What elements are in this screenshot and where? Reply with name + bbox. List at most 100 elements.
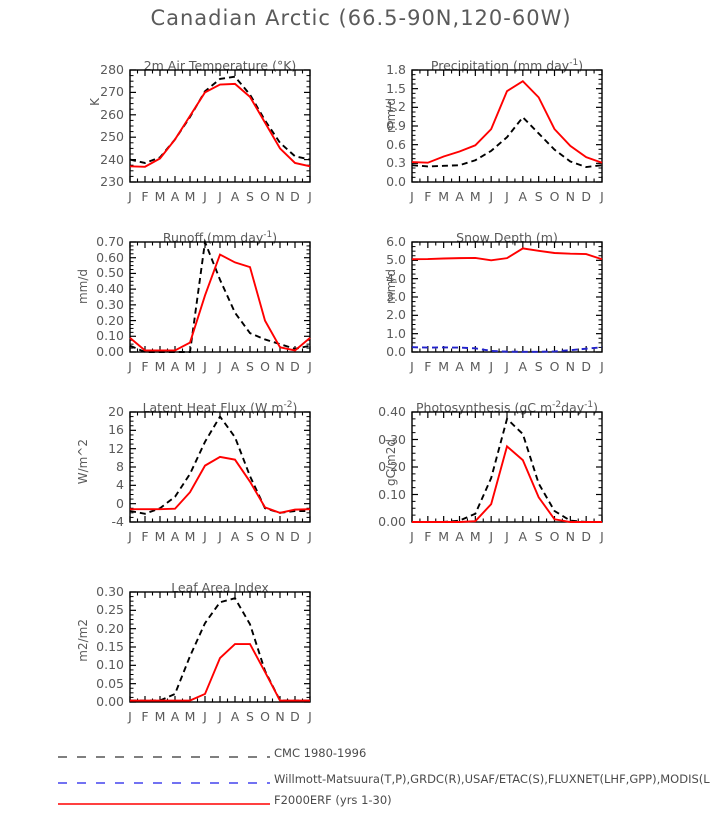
x-tick-label: M (184, 189, 196, 204)
x-tick-label: J (410, 529, 414, 544)
x-tick-label: N (565, 529, 575, 544)
y-tick-label: 8 (116, 459, 124, 474)
x-tick-label: N (275, 709, 285, 724)
x-tick-label: A (518, 189, 528, 204)
x-tick-label: S (534, 359, 543, 374)
x-tick-label: D (290, 529, 300, 544)
y-tick-label: 0 (116, 495, 124, 511)
panel-title: Leaf Area Index (171, 580, 269, 595)
x-tick-label: F (424, 189, 432, 204)
x-tick-label: D (581, 189, 591, 204)
x-tick-label: J (308, 359, 312, 374)
x-tick-label: F (141, 189, 149, 204)
x-tick-label: J (505, 529, 509, 544)
x-tick-label: J (410, 189, 414, 204)
x-tick-label: M (469, 529, 481, 544)
y-tick-label: 0.50 (96, 265, 124, 281)
legend-label: Willmott-Matsuura(T,P),GRDC(R),USAF/ETAC… (274, 772, 710, 786)
y-tick-label: 0.25 (96, 602, 124, 618)
x-tick-label: J (203, 359, 207, 374)
y-tick-label: 260 (100, 106, 124, 122)
x-tick-label: J (203, 189, 207, 204)
x-tick-label: A (230, 359, 240, 374)
x-tick-label: F (141, 359, 149, 374)
y-tick-label: 0.20 (96, 312, 124, 328)
y-tick-label: 280 (100, 62, 124, 77)
y-tick-label: 4 (116, 477, 124, 493)
x-tick-label: J (128, 709, 132, 724)
x-tick-label: J (489, 189, 493, 204)
y-tick-label: 1.2 (386, 99, 406, 115)
x-tick-label: S (246, 359, 254, 374)
x-tick-label: J (600, 359, 604, 374)
x-tick-label: A (455, 189, 464, 204)
x-tick-label: O (549, 189, 560, 204)
x-tick-label: J (203, 709, 207, 724)
x-tick-label: A (170, 359, 180, 374)
x-tick-label: M (184, 529, 196, 544)
x-tick-label: J (505, 189, 509, 204)
y-tick-label: 4.0 (386, 270, 406, 286)
y-tick-label: 16 (108, 422, 124, 438)
y-tick-label: 0.30 (96, 296, 124, 312)
y-tick-label: 0.20 (96, 620, 124, 636)
x-tick-label: M (438, 359, 450, 374)
x-tick-label: D (290, 709, 300, 724)
y-tick-label: 20 (108, 404, 124, 419)
x-tick-label: S (534, 189, 543, 204)
x-tick-label: J (410, 359, 414, 374)
x-tick-label: M (438, 189, 450, 204)
panel-title: Snow Depth (m) (456, 230, 558, 245)
x-tick-label: F (424, 359, 432, 374)
x-tick-label: J (489, 529, 493, 544)
x-tick-label: A (170, 189, 180, 204)
x-tick-label: A (170, 709, 180, 724)
x-tick-label: N (565, 359, 575, 374)
x-tick-label: O (549, 529, 560, 544)
x-tick-label: J (489, 359, 493, 374)
x-tick-label: M (438, 529, 450, 544)
y-tick-label: 1.8 (386, 62, 406, 77)
y-tick-label: 0.00 (96, 694, 124, 709)
x-tick-label: A (230, 189, 240, 204)
x-tick-label: S (534, 529, 543, 544)
x-tick-label: J (128, 529, 132, 544)
x-tick-label: S (246, 709, 254, 724)
y-tick-label: 230 (100, 174, 124, 189)
y-tick-label: 0.60 (96, 249, 124, 265)
x-tick-label: A (230, 709, 240, 724)
x-tick-label: J (218, 529, 222, 544)
y-tick-label: 0.20 (378, 459, 406, 474)
x-tick-label: A (518, 529, 528, 544)
y-tick-label: 1.0 (386, 325, 406, 341)
series-line (130, 643, 310, 702)
legend-label: CMC 1980-1996 (274, 746, 367, 760)
y-tick-label: 0.0 (386, 344, 406, 359)
y-tick-label: 0.3 (386, 155, 406, 171)
x-tick-label: J (203, 529, 207, 544)
y-tick-label: 0.9 (386, 118, 406, 133)
y-tick-label: 0.40 (378, 404, 406, 419)
y-tick-label: 0.0 (386, 174, 406, 189)
y-tick-label: -4 (111, 514, 124, 529)
series-line (130, 597, 310, 702)
x-tick-label: O (260, 709, 270, 724)
y-tick-label: 0.30 (96, 584, 124, 599)
x-tick-label: A (455, 529, 464, 544)
y-tick-label: 0.6 (386, 136, 406, 152)
x-tick-label: D (581, 529, 591, 544)
x-tick-label: N (275, 529, 285, 544)
y-tick-label: 3.0 (386, 289, 406, 304)
x-tick-label: M (184, 359, 196, 374)
y-tick-label: 2.0 (386, 307, 406, 323)
y-tick-label: 5.0 (386, 252, 406, 268)
x-tick-label: J (128, 359, 132, 374)
x-tick-label: M (154, 359, 166, 374)
x-tick-label: O (260, 359, 270, 374)
x-tick-label: M (154, 709, 166, 724)
x-tick-label: A (170, 529, 180, 544)
y-tick-label: 0.30 (378, 431, 406, 447)
x-tick-label: J (308, 189, 312, 204)
x-tick-label: J (308, 709, 312, 724)
